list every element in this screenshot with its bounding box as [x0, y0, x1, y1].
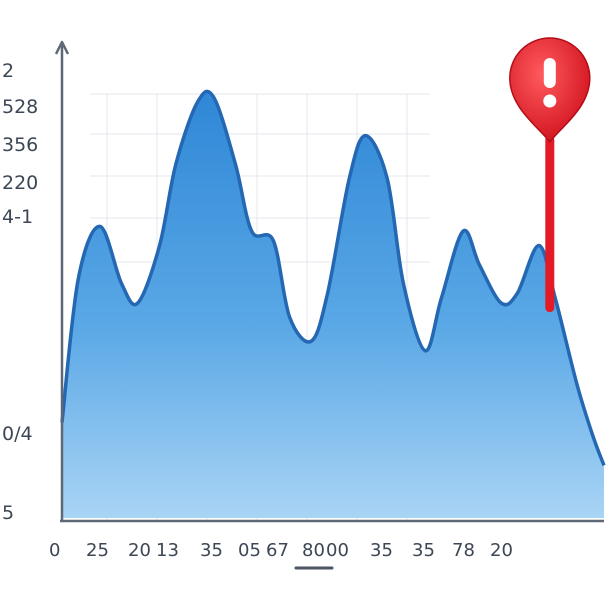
y-tick-labels: 2 528 356 220 4-1 0/4 5: [2, 60, 38, 524]
y-axis-arrow: [54, 40, 70, 55]
x-tick-label: 13: [156, 540, 179, 561]
y-tick-label: 2: [2, 60, 14, 82]
x-tick-label: 05: [238, 540, 261, 561]
x-tick-label: 67: [266, 540, 289, 561]
y-tick-label: 5: [2, 502, 14, 524]
alert-annotation: [509, 37, 591, 313]
series-area-layer: [60, 89, 606, 518]
y-tick-label: 356: [2, 134, 38, 156]
x-tick-label: 80: [302, 540, 325, 561]
series-area: [62, 91, 604, 518]
x-tick-label: 20: [490, 540, 513, 561]
x-tick-label: 78: [452, 540, 475, 561]
y-tick-label: 220: [2, 172, 38, 194]
y-tick-label: 4-1: [2, 206, 33, 228]
x-tick-label: 25: [86, 540, 109, 561]
x-tick-label: 35: [412, 540, 435, 561]
x-tick-label: 00: [326, 540, 349, 561]
x-tick-label: 35: [370, 540, 393, 561]
series-line: [60, 89, 606, 467]
x-tick-labels: 0 25 20 13 35 05 67 80 00 35 35 78 20: [49, 540, 513, 561]
exclamation-pin-icon: [509, 37, 591, 144]
x-tick-label: 0: [49, 540, 60, 561]
x-tick-label: 20: [128, 540, 151, 561]
x-tick-label: 35: [200, 540, 223, 561]
y-tick-label: 528: [2, 96, 38, 118]
y-tick-label: 0/4: [2, 423, 33, 445]
